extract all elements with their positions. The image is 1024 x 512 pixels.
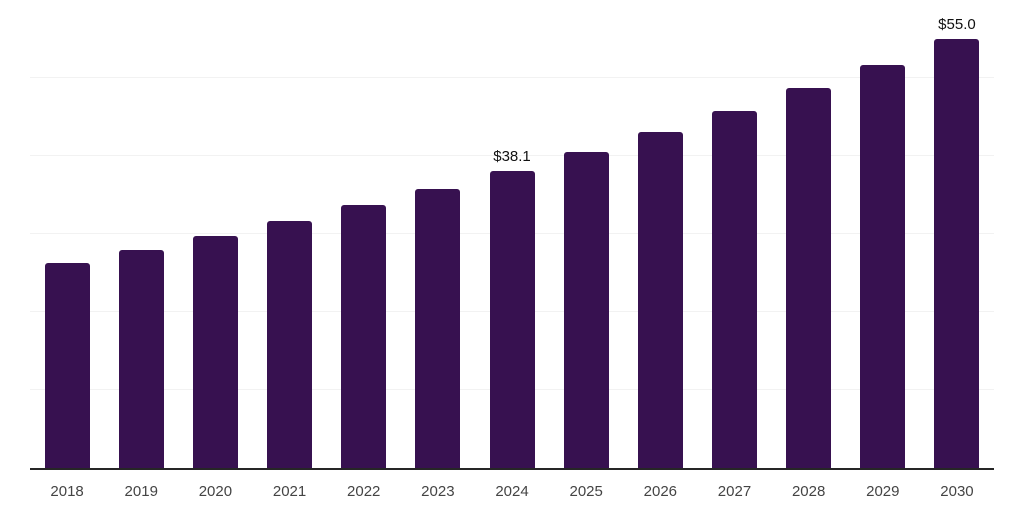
x-axis-labels: 2018 2019 2020 2021 2022 2023 2024 2025 2026 2027… xyxy=(30,483,994,501)
x-tick-label-2019: 2019 xyxy=(124,483,158,500)
x-tick-label-2023: 2023 xyxy=(421,483,455,500)
bars: $38.1 $55.0 xyxy=(30,0,994,468)
x-tick-label-2018: 2018 xyxy=(50,483,84,500)
plot-area: $38.1 $55.0 xyxy=(30,0,994,470)
bar-slot-2029 xyxy=(846,0,920,468)
bar-slot-2020 xyxy=(178,0,252,468)
bar-2021[interactable] xyxy=(267,220,313,468)
x-tick-label-2027: 2027 xyxy=(717,483,752,500)
x-tick-label-2030: 2030 xyxy=(940,483,974,500)
bar-2028[interactable] xyxy=(786,88,832,468)
x-tick-label-2020: 2020 xyxy=(198,483,233,500)
gridline-40 xyxy=(30,155,994,156)
bar-2027[interactable] xyxy=(711,110,757,468)
x-tick-label-2025: 2025 xyxy=(569,483,603,500)
bar-2029[interactable] xyxy=(860,64,906,468)
bar-value-label-2024: $38.1 xyxy=(493,147,531,165)
bar-slot-2023 xyxy=(401,0,475,468)
bar-slot-2030: $55.0 xyxy=(920,0,994,468)
bar-slot-2027 xyxy=(697,0,771,468)
bar-slot-2018 xyxy=(30,0,104,468)
bar-slot-2021 xyxy=(252,0,326,468)
bar-2026[interactable] xyxy=(637,131,683,468)
x-tick-label-2029: 2029 xyxy=(866,483,900,500)
bar-slot-2022 xyxy=(327,0,401,468)
gridline-50 xyxy=(30,77,994,78)
x-tick-label-2026: 2026 xyxy=(643,483,678,500)
bar-2019[interactable] xyxy=(118,249,164,468)
bar-slot-2028 xyxy=(772,0,846,468)
x-tick-label-2022: 2022 xyxy=(347,483,381,500)
bar-slot-2024: $38.1 xyxy=(475,0,549,468)
bar-slot-2025 xyxy=(549,0,623,468)
bar-2024[interactable] xyxy=(489,170,535,468)
bar-2025[interactable] xyxy=(563,152,609,468)
x-tick-label-2021: 2021 xyxy=(272,483,307,500)
x-tick-label-2024: 2024 xyxy=(495,483,529,500)
bar-2018[interactable] xyxy=(44,262,90,468)
bar-value-label-2030: $55.0 xyxy=(938,16,976,33)
bar-2022[interactable] xyxy=(341,205,387,468)
bar-slot-2026 xyxy=(623,0,697,468)
x-tick-label-2028: 2028 xyxy=(791,483,826,500)
bar-2023[interactable] xyxy=(415,188,461,468)
bar-2030[interactable] xyxy=(934,39,980,468)
bar-2020[interactable] xyxy=(192,235,238,468)
bar-slot-2019 xyxy=(104,0,178,468)
